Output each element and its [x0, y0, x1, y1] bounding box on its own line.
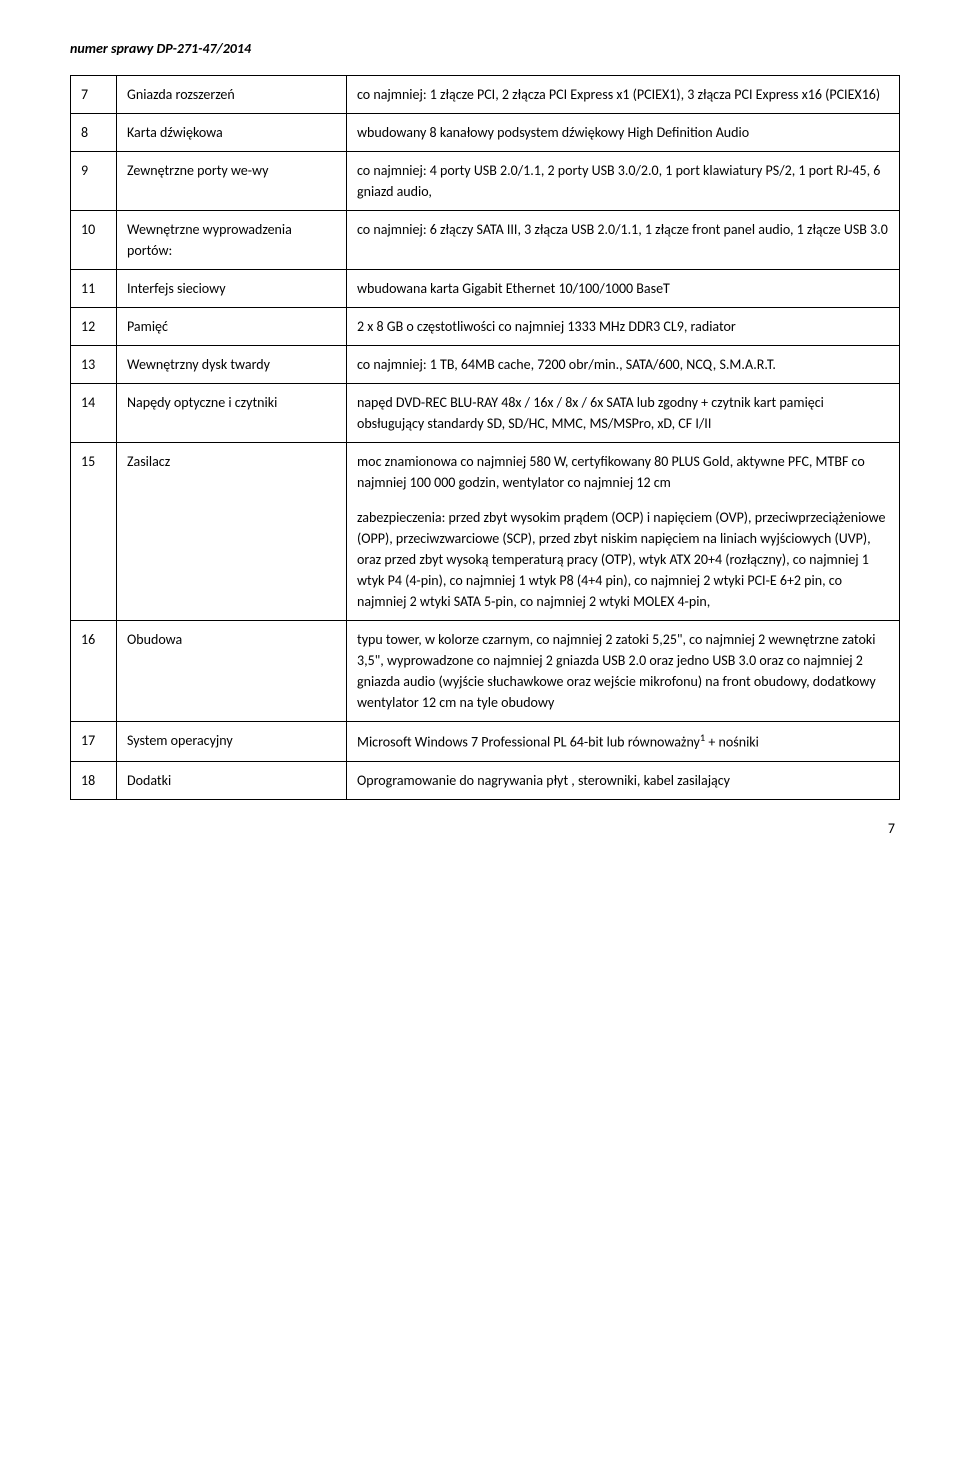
row-number: 17 — [71, 722, 117, 762]
row-number: 16 — [71, 621, 117, 722]
row-label: Zasilacz — [117, 443, 347, 621]
table-row: 7 Gniazda rozszerzeń co najmniej: 1 złąc… — [71, 76, 900, 114]
row-number: 18 — [71, 761, 117, 799]
row-label: Wewnętrzne wyprowadzenia portów: — [117, 211, 347, 270]
row-desc: co najmniej: 1 złącze PCI, 2 złącza PCI … — [347, 76, 900, 114]
row-label: Dodatki — [117, 761, 347, 799]
row-desc-pre: Microsoft Windows 7 Professional PL 64-b… — [357, 734, 700, 751]
row-label: Wewnętrzny dysk twardy — [117, 346, 347, 384]
row-number: 8 — [71, 114, 117, 152]
row-desc-p2: zabezpieczenia: przed zbyt wysokim prąde… — [357, 507, 889, 612]
row-desc-post: + nośniki — [705, 734, 759, 751]
row-label: Napędy optyczne i czytniki — [117, 384, 347, 443]
table-row: 18 Dodatki Oprogramowanie do nagrywania … — [71, 761, 900, 799]
table-row: 8 Karta dźwiękowa wbudowany 8 kanałowy p… — [71, 114, 900, 152]
table-row: 13 Wewnętrzny dysk twardy co najmniej: 1… — [71, 346, 900, 384]
row-desc: wbudowana karta Gigabit Ethernet 10/100/… — [347, 270, 900, 308]
row-label: Gniazda rozszerzeń — [117, 76, 347, 114]
row-number: 9 — [71, 152, 117, 211]
table-row: 15 Zasilacz moc znamionowa co najmniej 5… — [71, 443, 900, 621]
row-desc: typu tower, w kolorze czarnym, co najmni… — [347, 621, 900, 722]
row-label: Karta dźwiękowa — [117, 114, 347, 152]
row-number: 7 — [71, 76, 117, 114]
table-row: 17 System operacyjny Microsoft Windows 7… — [71, 722, 900, 762]
table-row: 11 Interfejs sieciowy wbudowana karta Gi… — [71, 270, 900, 308]
row-desc: moc znamionowa co najmniej 580 W, certyf… — [347, 443, 900, 621]
row-desc: co najmniej: 6 złączy SATA III, 3 złącza… — [347, 211, 900, 270]
row-desc: Oprogramowanie do nagrywania płyt , ster… — [347, 761, 900, 799]
row-desc: co najmniej: 1 TB, 64MB cache, 7200 obr/… — [347, 346, 900, 384]
row-label: System operacyjny — [117, 722, 347, 762]
row-desc: napęd DVD-REC BLU-RAY 48x / 16x / 8x / 6… — [347, 384, 900, 443]
row-number: 10 — [71, 211, 117, 270]
row-desc: Microsoft Windows 7 Professional PL 64-b… — [347, 722, 900, 762]
table-row: 16 Obudowa typu tower, w kolorze czarnym… — [71, 621, 900, 722]
table-row: 10 Wewnętrzne wyprowadzenia portów: co n… — [71, 211, 900, 270]
row-number: 11 — [71, 270, 117, 308]
table-row: 14 Napędy optyczne i czytniki napęd DVD-… — [71, 384, 900, 443]
row-label: Zewnętrzne porty we-wy — [117, 152, 347, 211]
row-desc: wbudowany 8 kanałowy podsystem dźwiękowy… — [347, 114, 900, 152]
row-label: Interfejs sieciowy — [117, 270, 347, 308]
spec-table: 7 Gniazda rozszerzeń co najmniej: 1 złąc… — [70, 75, 900, 800]
table-row: 12 Pamięć 2 x 8 GB o częstotliwości co n… — [71, 308, 900, 346]
row-label: Pamięć — [117, 308, 347, 346]
row-number: 12 — [71, 308, 117, 346]
row-label: Obudowa — [117, 621, 347, 722]
table-row: 9 Zewnętrzne porty we-wy co najmniej: 4 … — [71, 152, 900, 211]
page-number: 7 — [70, 820, 900, 837]
row-desc: co najmniej: 4 porty USB 2.0/1.1, 2 port… — [347, 152, 900, 211]
row-desc-p1: moc znamionowa co najmniej 580 W, certyf… — [357, 451, 889, 493]
row-number: 13 — [71, 346, 117, 384]
row-number: 15 — [71, 443, 117, 621]
row-desc: 2 x 8 GB o częstotliwości co najmniej 13… — [347, 308, 900, 346]
case-number-header: numer sprawy DP-271-47/2014 — [70, 40, 900, 57]
row-number: 14 — [71, 384, 117, 443]
